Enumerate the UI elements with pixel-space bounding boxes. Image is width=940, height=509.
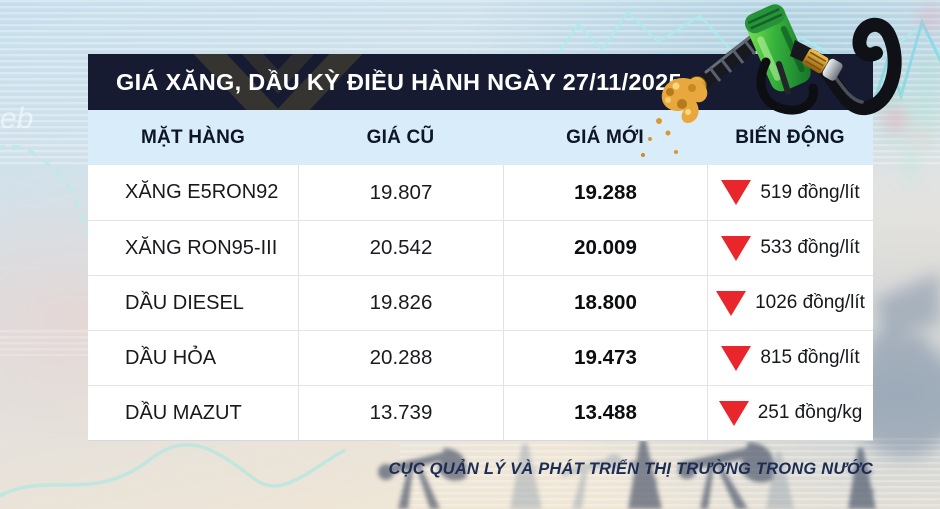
new-price: 19.473: [503, 331, 707, 385]
new-price: 18.800: [503, 276, 707, 330]
price-change: 815 đồng/lít: [707, 331, 873, 385]
new-price: 20.009: [503, 221, 707, 275]
column-header-product: MẶT HÀNG: [141, 126, 245, 148]
down-triangle-icon: [721, 180, 752, 205]
old-price: 13.739: [298, 386, 503, 440]
change-value: 533 đồng/lít: [760, 237, 860, 258]
change-value: 251 đồng/kg: [757, 402, 863, 423]
hose-coupling: [790, 40, 843, 81]
price-change: 1026 đồng/lít: [707, 276, 873, 330]
nozzle-trigger-guard: [756, 57, 818, 115]
product-name: DẦU MAZUT: [125, 401, 242, 424]
product-name: XĂNG E5RON92: [125, 181, 279, 203]
down-triangle-icon: [716, 290, 747, 316]
column-header-old-price: GIÁ CŨ: [366, 126, 435, 148]
new-price: 19.288: [503, 165, 707, 220]
product-name: DẦU DIESEL: [125, 291, 244, 314]
down-triangle-icon: [721, 235, 752, 261]
pump-jack-silhouettes-bottom: [378, 440, 876, 509]
old-price: 20.288: [298, 331, 503, 385]
old-price: 19.807: [298, 165, 503, 220]
old-price: 19.826: [298, 276, 503, 330]
change-value: 519 đồng/lít: [760, 181, 860, 203]
price-change: 251 đồng/kg: [707, 386, 873, 440]
fuel-nozzle-illustration: [641, 4, 902, 157]
table-row: DẦU DIESEL 19.826 18.800 1026 đồng/lít: [88, 275, 873, 330]
old-price: 20.542: [298, 221, 503, 275]
table-row: DẦU HỎA 20.288 19.473 815 đồng/lít: [88, 330, 873, 385]
price-change: 533 đồng/lít: [707, 221, 873, 275]
change-value: 1026 đồng/lít: [755, 292, 865, 313]
down-triangle-icon: [721, 345, 752, 371]
chart-axis-label-fragment: eb: [0, 102, 33, 135]
product-name: XĂNG RON95-III: [125, 236, 278, 259]
chevron-watermark-icon: [193, 54, 363, 110]
change-value: 815 đồng/lít: [760, 347, 860, 368]
candlestick-glow: [884, 6, 940, 180]
table-row: DẦU MAZUT 13.739 13.488 251 đồng/kg: [88, 385, 873, 440]
fuel-splash: [641, 77, 708, 157]
page-title: GIÁ XĂNG, DẦU KỲ ĐIỀU HÀNH NGÀY 27/11/20…: [116, 69, 682, 95]
table-header-row: MẶT HÀNG GIÁ CŨ GIÁ MỚI BIẾN ĐỘNG: [88, 110, 873, 165]
table-row: XĂNG E5RON92 19.807 19.288 519 đồng/lít: [88, 165, 873, 220]
product-name: DẦU HỎA: [125, 346, 217, 369]
down-triangle-icon: [718, 400, 749, 426]
table-row: XĂNG RON95-III 20.542 20.009 533 đồng/lí…: [88, 220, 873, 275]
fuel-price-table: MẶT HÀNG GIÁ CŨ GIÁ MỚI BIẾN ĐỘNG XĂNG E…: [88, 110, 873, 441]
column-header-new-price: GIÁ MỚI: [566, 126, 644, 148]
new-price: 13.488: [503, 386, 707, 440]
source-attribution: CỤC QUẢN LÝ VÀ PHÁT TRIỂN THỊ TRƯỜNG TRO…: [388, 460, 873, 478]
price-change: 519 đồng/lít: [707, 165, 873, 220]
column-header-change: BIẾN ĐỘNG: [735, 126, 845, 148]
